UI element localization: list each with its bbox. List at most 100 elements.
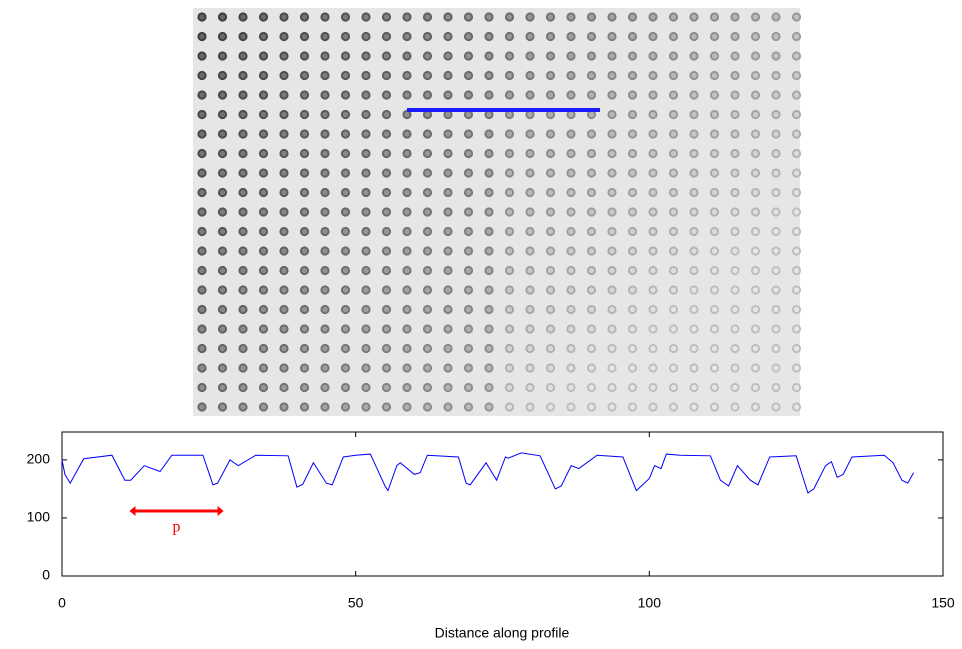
dot	[320, 324, 330, 334]
dot	[545, 129, 556, 139]
dot	[340, 304, 351, 315]
dot	[648, 207, 658, 217]
dot	[586, 129, 597, 139]
dot	[689, 109, 699, 120]
dot	[791, 343, 802, 354]
dot	[320, 70, 330, 81]
dot	[545, 363, 556, 373]
dot	[238, 343, 248, 354]
dot	[361, 226, 371, 237]
dot	[689, 12, 699, 22]
dot	[648, 168, 658, 178]
dot	[422, 187, 433, 198]
dot	[217, 382, 228, 393]
dot	[484, 129, 494, 139]
dot	[566, 187, 576, 198]
dot	[402, 31, 412, 42]
dot	[340, 207, 351, 217]
dot	[668, 324, 679, 334]
dot	[689, 226, 699, 237]
dot	[545, 324, 556, 334]
dot	[545, 90, 556, 100]
dot	[771, 363, 781, 373]
dot	[627, 168, 638, 178]
dot	[750, 402, 761, 412]
dot	[402, 148, 412, 159]
dot	[299, 382, 310, 393]
dot	[566, 12, 576, 22]
dot	[607, 12, 617, 22]
dot	[402, 402, 412, 412]
dot	[258, 382, 269, 393]
dot	[545, 402, 556, 412]
dot	[668, 129, 679, 139]
dot	[668, 343, 679, 354]
dot	[730, 129, 740, 139]
dot	[504, 382, 515, 393]
dot	[566, 265, 576, 276]
dot	[258, 285, 269, 295]
dot	[791, 324, 802, 334]
dot	[402, 363, 412, 373]
dot	[238, 148, 248, 159]
dot	[463, 324, 474, 334]
dot	[238, 207, 248, 217]
dot	[771, 265, 781, 276]
dot	[402, 382, 412, 393]
dot	[402, 207, 412, 217]
dot	[709, 265, 720, 276]
dot	[484, 187, 494, 198]
dot	[689, 343, 699, 354]
dot	[443, 382, 453, 393]
dot	[791, 51, 802, 61]
dot	[381, 31, 392, 42]
dot	[443, 31, 453, 42]
dot	[484, 70, 494, 81]
dot	[279, 382, 289, 393]
dot	[361, 285, 371, 295]
dot	[238, 51, 248, 61]
dot	[381, 109, 392, 120]
dot	[525, 285, 535, 295]
dot	[525, 187, 535, 198]
dot	[340, 31, 351, 42]
dot	[566, 90, 576, 100]
dot	[504, 402, 515, 412]
dot	[791, 70, 802, 81]
dot	[484, 90, 494, 100]
dot	[463, 265, 474, 276]
dot	[299, 168, 310, 178]
dot	[258, 90, 269, 100]
dot	[238, 324, 248, 334]
dot	[566, 343, 576, 354]
dot	[299, 304, 310, 315]
period-label: p	[173, 519, 181, 536]
dot	[279, 246, 289, 256]
dot	[791, 265, 802, 276]
dot	[791, 90, 802, 100]
dot	[730, 382, 740, 393]
dot	[607, 31, 617, 42]
dot	[504, 31, 515, 42]
dot	[320, 265, 330, 276]
dot	[607, 285, 617, 295]
dot	[217, 187, 228, 198]
dot	[504, 168, 515, 178]
dot	[361, 382, 371, 393]
dot	[197, 187, 207, 198]
dot	[689, 265, 699, 276]
dot	[709, 304, 720, 315]
dot	[607, 70, 617, 81]
dot	[627, 285, 638, 295]
dot	[443, 265, 453, 276]
dot	[217, 31, 228, 42]
x-tick-label: 150	[931, 595, 955, 611]
dot	[238, 226, 248, 237]
dot	[545, 31, 556, 42]
dot	[258, 31, 269, 42]
dot	[750, 168, 761, 178]
dot	[689, 246, 699, 256]
dot	[709, 226, 720, 237]
dot	[361, 51, 371, 61]
dot	[381, 207, 392, 217]
